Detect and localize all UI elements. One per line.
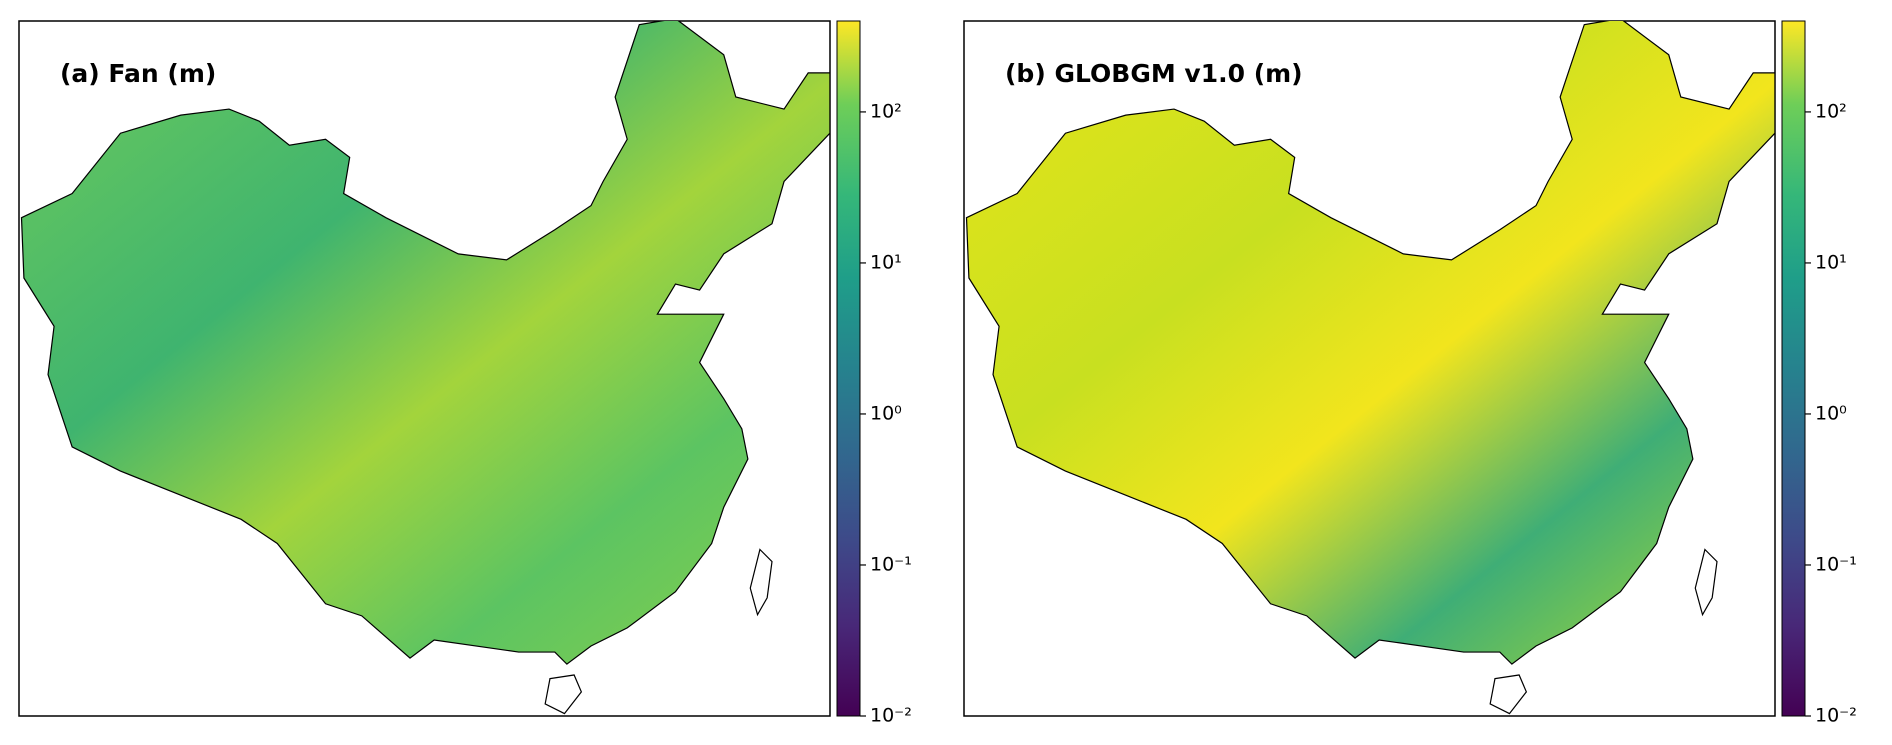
panel-title: (b) GLOBGM v1.0 (m) [1005, 59, 1303, 88]
colorbar-tick-label: 10⁻² [1815, 705, 1857, 727]
colorbar-tick-label: 10⁻¹ [870, 553, 912, 575]
colorbar [1781, 20, 1806, 717]
colorbar-tick-label: 10⁰ [1815, 402, 1847, 424]
colorbar [836, 20, 861, 717]
panel-title: (a) Fan (m) [60, 59, 216, 88]
colorbar-tick-label: 10⁻¹ [1815, 553, 1857, 575]
colorbar-tick-label: 10¹ [1815, 251, 1847, 273]
colorbar-tick-label: 10⁰ [870, 402, 902, 424]
panel-a [18, 20, 861, 717]
colorbar-tick-label: 10⁻² [870, 705, 912, 727]
colorbar-tick-label: 10² [1815, 100, 1847, 122]
colorbar-tick-label: 10² [870, 100, 902, 122]
colorbar-tick-label: 10¹ [870, 251, 902, 273]
panel-b [963, 20, 1806, 717]
